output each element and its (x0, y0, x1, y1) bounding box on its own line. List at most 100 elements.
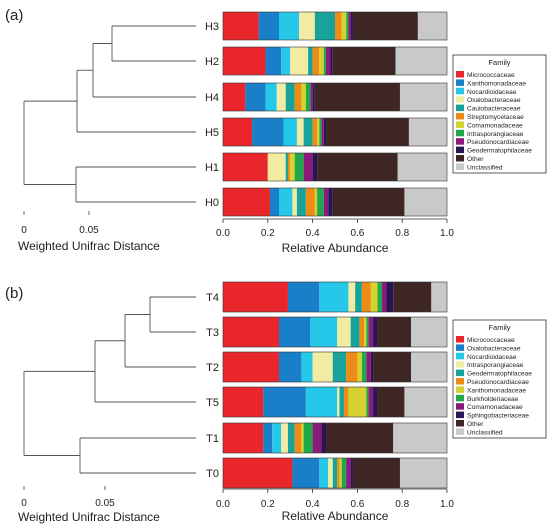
legend-label-unclassified: Unclassified (467, 164, 503, 171)
legend-swatch-sphingobacteriaceae (456, 411, 464, 419)
legend-label-caulobacteraceae: Caulobacteraceae (467, 106, 521, 113)
bar-segment-H2-unclassified (395, 47, 447, 75)
bar-segment-H0-caulobacteraceae (296, 188, 306, 216)
bar-segment-T3-xanthomonadaceae (364, 317, 367, 347)
bar-row-T4 (222, 281, 448, 313)
bar-segment-T5-geodermatophilaceae (339, 387, 344, 417)
legend-label-xanthomonadaceae: Xanthomonadaceae (467, 387, 526, 394)
x-tick-label: 0.8 (395, 228, 409, 239)
sample-label-T5: T5 (206, 397, 219, 409)
legend-label-geodermatophilaceae: Geodermatophilaceae (467, 371, 532, 378)
bar-segment-T1-micrococcaceae (223, 423, 264, 453)
bar-segment-T1-other (326, 423, 394, 453)
bar-segment-H3-pseudonocardiaceae (348, 12, 351, 40)
legend-swatch-other (456, 155, 464, 162)
legend-label-pseudonocardiaceae: Pseudonocardiaceae (467, 139, 529, 146)
bar-segment-T5-nocardioidaceae (305, 387, 338, 417)
bar-segment-T3-micrococcaceae (223, 317, 279, 347)
bar-segment-T1-comamonadaceae (312, 423, 322, 453)
legend-label-streptomycetaceae: Streptomycetaceae (467, 114, 524, 121)
x-axis-label: Relative Abundance (282, 241, 389, 255)
panel-a: (a) H3 H2 H4 H5 H1 H0 0.0 0.2 0.4 0.6 0.8 1.0 Relativ… (5, 7, 547, 255)
bar-segment-H2-xanthomonadaceae (265, 47, 282, 75)
bar-segment-T1-sphingobacteriaceae (321, 423, 327, 453)
dendrogram-tick-label: 0 (21, 498, 27, 509)
bar-segment-T0-other (352, 458, 400, 488)
legend-box (452, 319, 547, 439)
bar-segment-T3-pseudonocardiaceae (359, 317, 365, 347)
legend-swatch-micrococcaceae (456, 336, 464, 343)
bar-segment-H1-intrasporangiaceae (294, 153, 304, 181)
bar-segment-H0-unclassified (404, 188, 447, 216)
x-tick-label: 0.0 (216, 228, 230, 239)
x-tick-label: 0.6 (350, 228, 364, 239)
legend-swatch-unclassified (456, 163, 464, 170)
dendrogram-tick-label: 0.05 (95, 498, 115, 509)
bar-row-H2 (222, 46, 448, 76)
bar-segment-T5-burkholderiaceae (366, 387, 369, 417)
sample-label-H5: H5 (205, 127, 219, 139)
bar-segment-T4-other (393, 282, 432, 312)
bar-segment-T3-sphingobacteriaceae (373, 317, 378, 347)
bar-segment-H5-comamonadaceae (317, 118, 320, 146)
bar-segment-T0-geodermatophilaceae (332, 458, 338, 488)
bar-segment-T4-sphingobacteriaceae (386, 282, 394, 312)
sample-label-T2: T2 (206, 362, 219, 374)
legend-swatch-oxalobacteraceae (456, 344, 464, 351)
bar-segment-T5-xanthomonadaceae (348, 387, 367, 417)
bar-segment-T0-nocardioidaceae (319, 458, 329, 488)
bar-segment-T0-pseudonocardiaceae (337, 458, 340, 488)
bar-segment-T4-geodermatophilaceae (355, 282, 362, 312)
bar-segment-H3-comamonadaceae (341, 12, 347, 40)
bar-segment-T3-intrasporangiaceae (337, 317, 351, 347)
legend-label-burkholderiaceae: Burkholderiaceae (467, 396, 519, 403)
bar-segment-T3-burkholderiaceae (366, 317, 369, 347)
bar-segment-H3-nocardioidaceae (279, 12, 300, 40)
bar-segment-T4-comamonadaceae (382, 282, 387, 312)
bar-segment-H5-xanthomonadaceae (252, 118, 284, 146)
bar-segment-H2-micrococcaceae (223, 47, 266, 75)
bar-segment-H5-caulobacteraceae (303, 118, 313, 146)
bar-segment-T2-pseudonocardiaceae (346, 352, 358, 382)
legend-label-geodermatophilaceae: Geodermatophilaceae (467, 148, 532, 155)
bar-segment-H1-streptomycetaceae (287, 153, 291, 181)
x-tick-label: 1.0 (440, 499, 454, 510)
bar-segment-H3-micrococcaceae (223, 12, 259, 40)
bar-segment-T2-unclassified (411, 352, 447, 382)
bar-segment-T1-oxalobacteraceae (263, 423, 273, 453)
bar-segment-T5-other (377, 387, 405, 417)
bar-segment-T4-nocardioidaceae (319, 282, 349, 312)
bar-outline (222, 46, 448, 76)
legend-label-oxalobacteraceae: Oxalobacteraceae (467, 345, 521, 352)
dendrogram-tick-label: 0 (21, 225, 27, 236)
bar-segment-H4-comamonadaceae (301, 83, 306, 111)
sample-label-H4: H4 (205, 92, 219, 104)
legend-swatch-comamonadaceae (456, 121, 464, 128)
bar-segment-H4-intrasporangiaceae (305, 83, 311, 111)
legend-swatch-nocardioidaceae (456, 352, 464, 360)
bar-segment-H0-pseudonocardiaceae (323, 188, 329, 216)
bar-segment-T3-other (377, 317, 412, 347)
bar-segment-H2-comamonadaceae (319, 47, 324, 75)
legend-label-xanthomonadaceae: Xanthomonadaceae (467, 80, 526, 87)
legend-label-micrococcaceae: Micrococcaceae (467, 72, 515, 79)
bar-outline (222, 316, 448, 348)
bar-segment-T1-xanthomonadaceae (301, 423, 304, 453)
bar-segment-T4-micrococcaceae (223, 282, 288, 312)
dendrogram-tick-label: 0.05 (79, 225, 99, 236)
bar-segment-H0-nocardioidaceae (279, 188, 293, 216)
bar-segment-H0-other (332, 188, 405, 216)
legend-label-other: Other (467, 421, 484, 428)
bar-segment-H0-comamonadaceae (314, 188, 318, 216)
bar-segment-H0-oxalobacteraceae (292, 188, 297, 216)
bar-segment-H1-caulobacteraceae (285, 153, 288, 181)
sample-label-H1: H1 (205, 162, 219, 174)
bar-segment-H1-geodermatophilaceae (312, 153, 318, 181)
legend-label-other: Other (467, 156, 484, 163)
bar-segment-H1-other (317, 153, 398, 181)
bar-outline (222, 422, 448, 454)
legend-swatch-oxalobacteraceae (456, 96, 464, 103)
bar-outline (222, 117, 448, 147)
bar-segment-H4-oxalobacteraceae (276, 83, 286, 111)
